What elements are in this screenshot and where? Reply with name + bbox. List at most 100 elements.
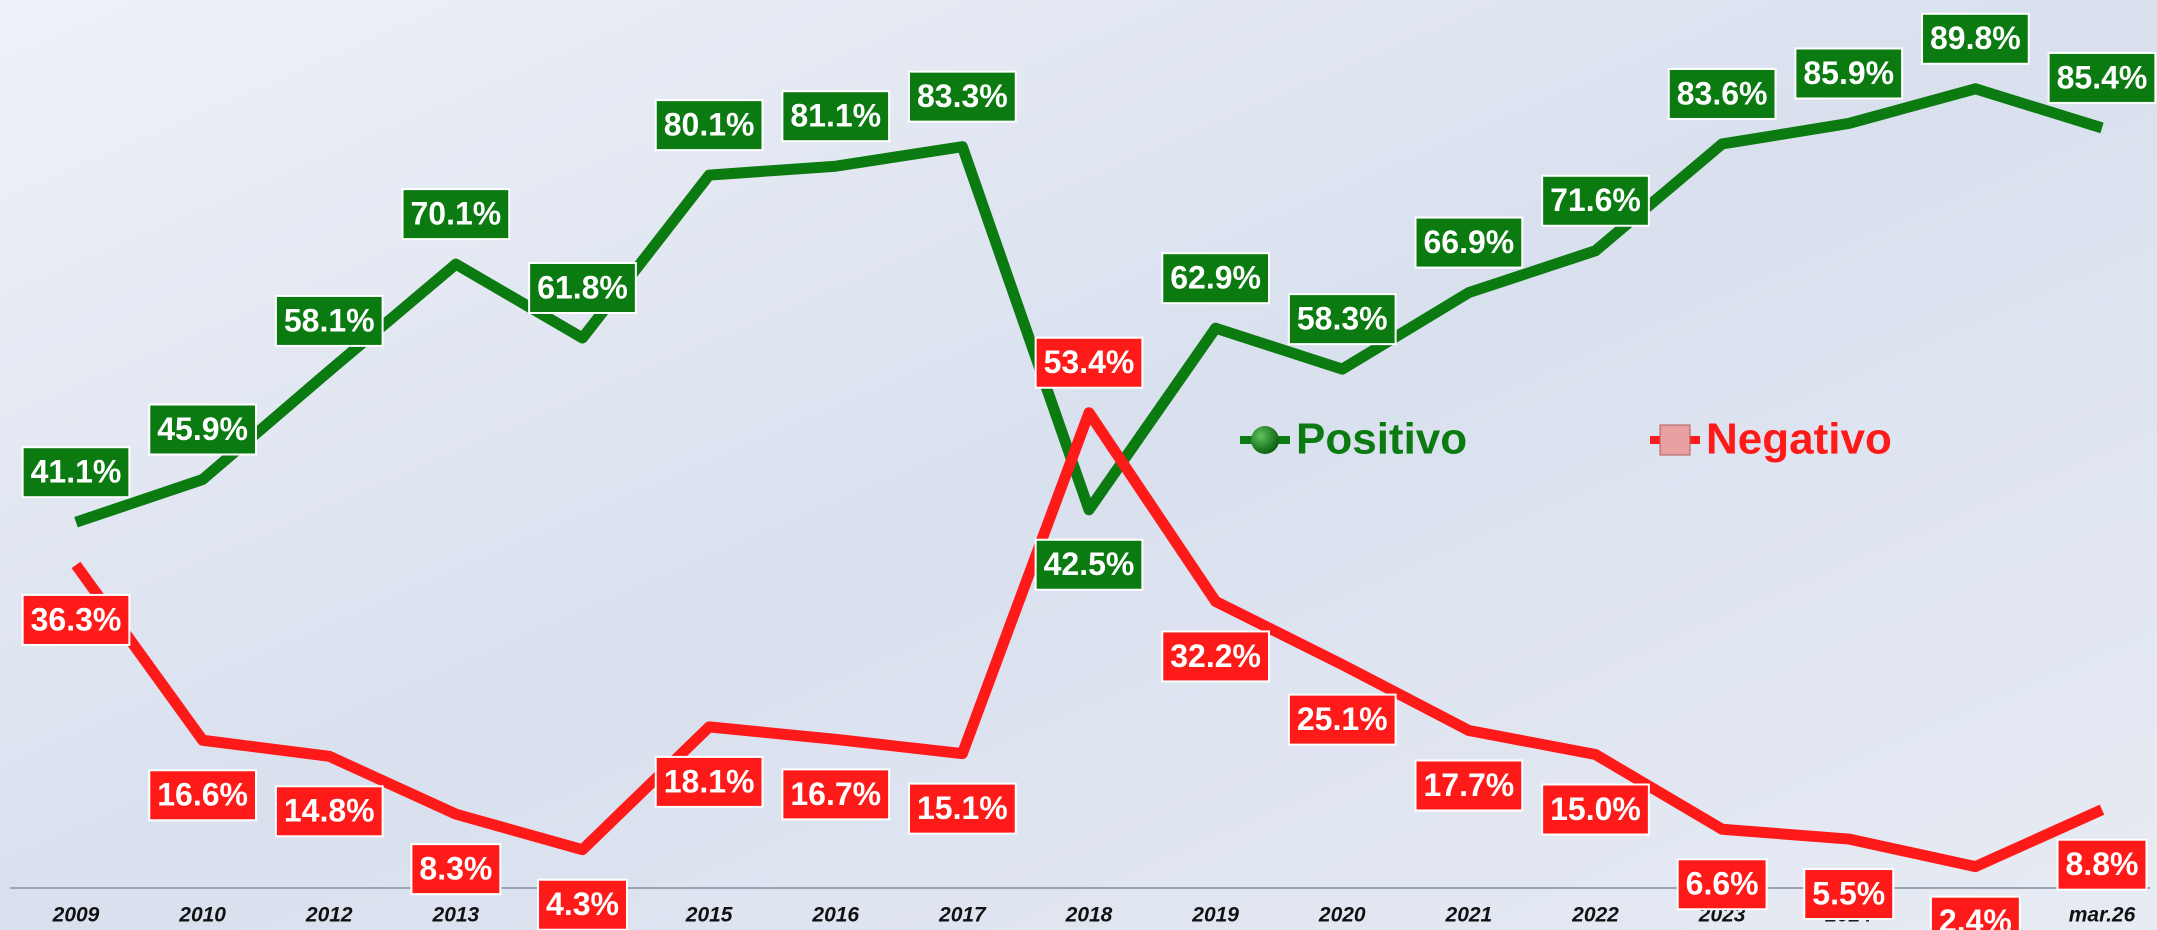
data-label-text: 25.1% — [1297, 701, 1388, 737]
data-label: 83.6% — [1667, 67, 1777, 120]
data-label: 16.6% — [148, 769, 257, 822]
data-label: 2.4% — [1929, 895, 2021, 930]
data-label-box — [1676, 858, 1768, 911]
data-label-text: 8.8% — [2066, 846, 2139, 882]
data-label-box — [1794, 47, 1904, 100]
data-label-box — [21, 593, 131, 646]
data-label: 17.7% — [1414, 759, 1524, 812]
data-label-box — [1803, 868, 1895, 921]
data-label-box — [148, 403, 257, 456]
data-label-box — [1034, 538, 1144, 591]
data-label-box — [528, 261, 637, 314]
x-tick-label: 2015 — [685, 904, 733, 927]
data-label-text: 70.1% — [411, 196, 502, 232]
x-tick-label: 2022 — [1571, 904, 1619, 927]
data-label-text: 83.6% — [1677, 75, 1768, 111]
data-label-text: 81.1% — [790, 98, 881, 134]
data-label: 80.1% — [654, 99, 764, 152]
data-label: 18.1% — [654, 755, 764, 808]
x-tick-label: 2016 — [811, 904, 859, 927]
data-label-text: 85.9% — [1803, 55, 1894, 91]
data-label-box — [1414, 759, 1524, 812]
data-label-text: 6.6% — [1686, 866, 1759, 902]
data-label-text: 32.2% — [1170, 638, 1261, 674]
legend-label: Positivo — [1296, 415, 1467, 464]
data-label: 15.1% — [908, 782, 1017, 835]
data-label-text: 85.4% — [2057, 59, 2148, 95]
data-label: 66.9% — [1414, 216, 1524, 269]
data-label-box — [148, 769, 257, 822]
data-label-text: 42.5% — [1044, 546, 1135, 582]
data-label: 5.5% — [1803, 868, 1895, 921]
data-label-text: 8.3% — [419, 851, 492, 887]
data-label-box — [654, 99, 764, 152]
data-label-text: 4.3% — [546, 886, 619, 922]
x-tick-label: 2017 — [938, 904, 987, 927]
data-label-box — [1414, 216, 1524, 269]
data-label-text: 89.8% — [1930, 20, 2021, 56]
data-label-box — [1921, 12, 2030, 65]
data-label: 45.9% — [148, 403, 257, 456]
data-label-box — [410, 843, 502, 896]
legend-marker — [1251, 426, 1279, 454]
data-label-text: 17.7% — [1424, 767, 1515, 803]
data-label-text: 36.3% — [31, 601, 122, 637]
data-label-text: 83.3% — [917, 78, 1008, 114]
x-tick-label: 2012 — [305, 904, 353, 927]
x-tick-label: 2019 — [1191, 904, 1239, 927]
data-label-box — [1034, 336, 1144, 389]
data-label: 85.9% — [1794, 47, 1904, 100]
data-label-box — [908, 782, 1017, 835]
data-label: 70.1% — [401, 188, 511, 241]
data-label-box — [1667, 67, 1777, 120]
data-label-text: 14.8% — [284, 793, 375, 829]
data-label: 8.8% — [2056, 838, 2148, 891]
data-label-box — [21, 446, 131, 499]
data-label-text: 15.0% — [1550, 791, 1641, 827]
data-label: 83.3% — [908, 70, 1017, 123]
data-label-box — [274, 785, 384, 838]
x-tick-label: 2021 — [1445, 904, 1493, 927]
data-label-text: 16.7% — [790, 776, 881, 812]
data-label-box — [654, 755, 764, 808]
x-tick-label: 2020 — [1318, 904, 1366, 927]
x-tick-label: 2018 — [1065, 904, 1113, 927]
x-tick-label: 2013 — [432, 904, 480, 927]
data-label-text: 66.9% — [1424, 224, 1515, 260]
data-label-text: 15.1% — [917, 790, 1008, 826]
data-label-text: 18.1% — [664, 763, 755, 799]
data-label-box — [781, 90, 891, 143]
data-label: 58.3% — [1287, 293, 1397, 346]
data-label: 15.0% — [1541, 783, 1650, 836]
data-label: 53.4% — [1034, 336, 1144, 389]
data-label-box — [1541, 174, 1650, 227]
x-tick-label: 2009 — [52, 904, 100, 927]
data-label-text: 16.6% — [157, 777, 248, 813]
data-label-text: 41.1% — [31, 454, 122, 490]
data-label: 42.5% — [1034, 538, 1144, 591]
data-label: 71.6% — [1541, 174, 1650, 227]
data-label: 16.7% — [781, 768, 891, 821]
series-line — [74, 83, 2104, 528]
data-label-box — [1929, 895, 2021, 930]
data-label: 14.8% — [274, 785, 384, 838]
data-label-box — [1161, 630, 1270, 683]
data-label-box — [401, 188, 511, 241]
data-label: 81.1% — [781, 90, 891, 143]
data-label-text: 80.1% — [664, 107, 755, 143]
data-label: 6.6% — [1676, 858, 1768, 911]
data-label-text: 58.1% — [284, 302, 375, 338]
data-label-box — [2047, 51, 2157, 104]
data-label: 36.3% — [21, 593, 131, 646]
data-label-box — [2056, 838, 2148, 891]
series-line — [71, 407, 2105, 873]
data-label: 41.1% — [21, 446, 131, 499]
data-label: 89.8% — [1921, 12, 2030, 65]
data-label: 4.3% — [537, 878, 628, 930]
data-label-text: 53.4% — [1044, 344, 1135, 380]
legend-marker — [1659, 424, 1691, 456]
x-tick-label: 2010 — [178, 904, 226, 927]
data-label-text: 5.5% — [1812, 876, 1885, 912]
data-label-box — [781, 768, 891, 821]
